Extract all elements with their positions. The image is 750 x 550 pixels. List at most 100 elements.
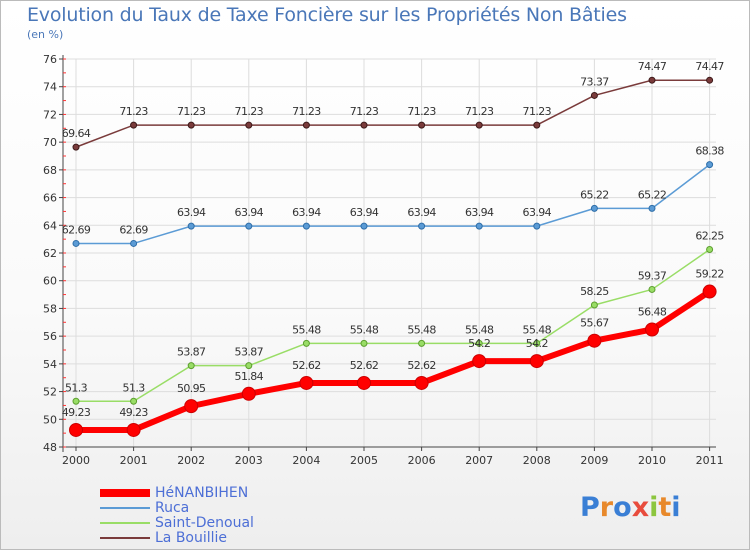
x-tick-label: 2002 (177, 454, 205, 467)
data-point (130, 121, 138, 129)
data-point (302, 339, 310, 347)
data-label: 59.22 (695, 268, 724, 281)
data-label: 62.69 (119, 223, 148, 236)
data-label: 52.62 (292, 359, 321, 372)
data-point (245, 362, 253, 370)
data-label: 63.94 (292, 206, 321, 219)
data-label: 71.23 (177, 105, 206, 118)
data-label: 53.87 (235, 346, 264, 359)
data-label: 71.23 (235, 105, 264, 118)
data-point (245, 222, 253, 230)
legend-label: Ruca (155, 500, 190, 516)
data-point (533, 121, 541, 129)
data-label: 54.2 (468, 337, 490, 350)
data-point (130, 397, 138, 405)
data-point (702, 284, 717, 299)
data-label: 68.38 (695, 145, 724, 158)
legend-swatch (100, 507, 150, 509)
x-tick-label: 2000 (62, 454, 90, 467)
y-tick-label: 50 (43, 413, 57, 426)
data-point (69, 422, 83, 437)
data-point (360, 222, 368, 230)
x-tick-label: 2006 (408, 454, 436, 467)
data-point (648, 285, 656, 293)
data-label: 71.23 (350, 105, 379, 118)
data-label: 50.95 (177, 382, 206, 395)
data-point (414, 375, 429, 390)
data-point (706, 76, 714, 84)
logo-letter: x (631, 492, 650, 523)
data-label: 49.23 (119, 406, 148, 419)
x-tick-label: 2010 (638, 454, 666, 467)
data-label: 71.23 (465, 105, 494, 118)
data-label: 55.48 (465, 323, 494, 336)
data-label: 56.48 (638, 305, 667, 318)
data-point (590, 204, 598, 212)
logo-letter: t (658, 492, 672, 523)
data-point (357, 375, 371, 390)
x-tick-label: 2011 (696, 454, 724, 467)
y-tick-label: 54 (43, 358, 57, 371)
data-point (302, 121, 310, 129)
data-label: 65.22 (638, 188, 667, 201)
data-point (533, 222, 541, 230)
data-label: 63.94 (350, 206, 379, 219)
data-point (126, 422, 141, 437)
data-label: 63.94 (177, 206, 206, 219)
data-label: 74.47 (695, 60, 724, 73)
logo-letter: r (599, 492, 614, 523)
data-label: 55.48 (523, 323, 552, 336)
x-tick-label: 2001 (120, 454, 148, 467)
y-tick-label: 72 (43, 108, 57, 121)
data-point (184, 399, 199, 414)
data-label: 59.37 (638, 269, 667, 282)
y-tick-label: 52 (43, 386, 57, 399)
data-label: 69.64 (62, 127, 91, 140)
data-label: 63.94 (235, 206, 264, 219)
data-label: 63.94 (523, 206, 552, 219)
data-label: 51.84 (235, 370, 264, 383)
data-label: 62.69 (62, 223, 91, 236)
data-point (648, 76, 656, 84)
data-point (475, 121, 483, 129)
y-tick-label: 56 (43, 330, 57, 343)
data-point (72, 239, 80, 247)
data-label: 62.25 (695, 230, 724, 243)
data-point (533, 339, 541, 347)
data-label: 71.23 (407, 105, 436, 118)
data-label: 55.48 (350, 323, 379, 336)
y-tick-label: 48 (43, 441, 57, 454)
data-point (590, 91, 598, 99)
legend-label: La Bouillie (155, 530, 228, 546)
x-tick-label: 2007 (465, 454, 493, 467)
x-tick-label: 2008 (523, 454, 551, 467)
x-tick-label: 2004 (292, 454, 320, 467)
data-point (706, 246, 714, 254)
x-tick-label: 2009 (580, 454, 608, 467)
data-point (590, 301, 598, 309)
data-label: 54.2 (526, 337, 548, 350)
data-point (187, 362, 195, 370)
data-point (72, 143, 80, 151)
data-point (241, 386, 256, 401)
data-point (706, 161, 714, 169)
data-label: 58.25 (580, 285, 609, 298)
data-label: 49.23 (62, 406, 91, 419)
proxiti-logo: Proxiti (580, 492, 681, 523)
logo-letter: i (649, 492, 659, 523)
data-point (472, 354, 487, 369)
data-point (187, 222, 195, 230)
data-label: 53.87 (177, 346, 206, 359)
data-label: 71.23 (119, 105, 148, 118)
logo-letter: P (580, 492, 600, 523)
legend-swatch (100, 522, 150, 524)
y-tick-label: 60 (43, 275, 57, 288)
data-label: 51.3 (123, 381, 146, 394)
data-label: 65.22 (580, 188, 609, 201)
data-point (418, 339, 426, 347)
data-point (645, 322, 659, 337)
x-tick-label: 2003 (235, 454, 263, 467)
data-point (302, 222, 310, 230)
data-label: 52.62 (350, 359, 379, 372)
